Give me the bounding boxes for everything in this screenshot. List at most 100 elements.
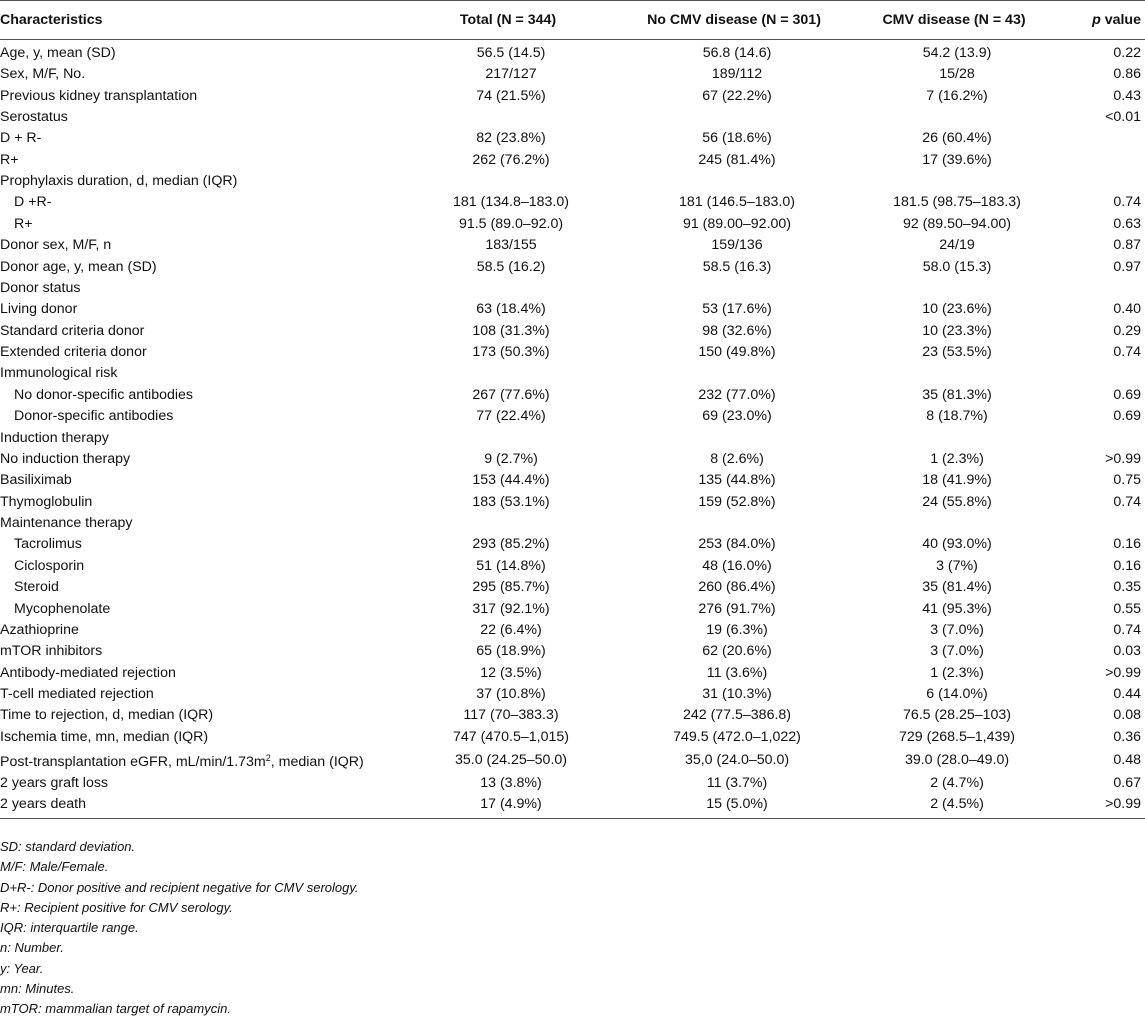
- header-total: Total (N = 344): [400, 0, 622, 40]
- footnote: M/F: Male/Female.: [0, 859, 109, 875]
- row-label-text: Azathioprine: [0, 621, 79, 638]
- table-row: Immunological risk: [0, 363, 1145, 384]
- cell-cmv: 6 (14.0%): [926, 686, 988, 703]
- cell-cmv: [852, 427, 1062, 448]
- table-row: Maintenance therapy: [0, 513, 1145, 534]
- cell-no-cmv: 91 (89.00–92.00): [682, 215, 792, 232]
- cell-p-value: 0.67: [1113, 775, 1141, 792]
- table-row: Donor sex, M/F, n 183/155 159/136 24/19 0.87: [0, 235, 1145, 256]
- cell-total: [400, 363, 622, 384]
- cell-total: [400, 278, 622, 299]
- row-label: mTOR inhibitors: [0, 641, 400, 662]
- cell-no-cmv: 189/112: [711, 66, 763, 83]
- cell-p-value: <0.01: [1105, 108, 1141, 125]
- header-p-italic: p: [1092, 12, 1101, 28]
- row-label-text: Basiliximab: [0, 472, 72, 489]
- cell-cmv: [852, 107, 1062, 128]
- cell-p-value: 0.22: [1113, 45, 1141, 61]
- cell-p-value: 0.08: [1113, 707, 1141, 724]
- cell-total: 747 (470.5–1,015): [453, 728, 569, 745]
- cell-p-value: 0.86: [1113, 66, 1141, 83]
- table-row: Ischemia time, mn, median (IQR) 747 (470.…: [0, 727, 1145, 748]
- table-row: Tacrolimus 293 (85.2%) 253 (84.0%) 40 (93.0…: [0, 534, 1145, 555]
- table-row: D + R- 82 (23.8%) 56 (18.6%) 26 (60.4%): [0, 128, 1145, 149]
- table-row: Antibody-mediated rejection 12 (3.5%) 11 (…: [0, 663, 1145, 684]
- cell-p-value: [1062, 128, 1145, 149]
- cell-no-cmv: 232 (77.0%): [698, 386, 776, 403]
- cell-cmv: 1 (2.3%): [930, 450, 984, 467]
- cell-cmv: 8 (18.7%): [926, 408, 988, 425]
- row-label-text: 2 years graft loss: [0, 775, 109, 792]
- row-label-text: No induction therapy: [0, 450, 131, 467]
- row-label: Donor age, y, mean (SD): [0, 256, 400, 277]
- row-label: Serostatus: [0, 107, 400, 128]
- row-label: Basiliximab: [0, 470, 400, 491]
- cell-no-cmv: 19 (6.3%): [706, 621, 768, 638]
- cell-cmv: 18 (41.9%): [922, 472, 992, 489]
- cell-total: 35.0 (24.25–50.0): [454, 752, 567, 768]
- row-label: Prophylaxis duration, d, median (IQR): [0, 171, 400, 192]
- header-p-value: p value: [1062, 0, 1145, 40]
- cell-no-cmv: 242 (77.5–386.8): [682, 707, 792, 724]
- cell-no-cmv: 69 (23.0%): [702, 408, 772, 425]
- cell-p-value: [1062, 171, 1145, 192]
- cell-p-value: 0.29: [1113, 322, 1141, 339]
- cell-no-cmv: 150 (49.8%): [698, 344, 776, 361]
- row-label-text: Age, y, mean (SD): [0, 45, 116, 61]
- characteristics-table-container: Characteristics Total (N = 344) No CMV d…: [0, 0, 1145, 820]
- row-label-text: Mycophenolate: [14, 600, 111, 617]
- cell-p-value: 0.44: [1113, 686, 1141, 703]
- cell-total: 12 (3.5%): [480, 664, 542, 681]
- cell-total: 91.5 (89.0–92.0): [458, 215, 564, 232]
- cell-p-value: 0.35: [1113, 579, 1141, 596]
- table-row: 2 years graft loss 13 (3.8%) 11 (3.7%) 2 (4…: [0, 773, 1145, 794]
- cell-total: [400, 513, 622, 534]
- cell-total: 108 (31.3%): [472, 322, 550, 339]
- cell-no-cmv: 11 (3.6%): [706, 664, 768, 681]
- cell-cmv: [852, 171, 1062, 192]
- cell-p-value: [1062, 278, 1145, 299]
- row-label: R+: [0, 214, 400, 235]
- row-label: Thymoglobulin: [0, 492, 400, 513]
- row-label: Ischemia time, mn, median (IQR): [0, 727, 400, 748]
- cell-no-cmv: 276 (91.7%): [698, 600, 776, 617]
- table-row: Extended criteria donor 173 (50.3%) 150 (4…: [0, 342, 1145, 363]
- cell-no-cmv: 15 (5.0%): [622, 794, 852, 820]
- cell-no-cmv: 56 (18.6%): [702, 130, 772, 147]
- row-label: Tacrolimus: [0, 534, 400, 555]
- cell-cmv: 1 (2.3%): [930, 664, 984, 681]
- cell-p-value: 0.74: [1113, 194, 1141, 211]
- cell-cmv: 54.2 (13.9): [922, 45, 992, 61]
- cell-p-value: 0.74: [1113, 344, 1141, 361]
- cell-cmv: 17 (39.6%): [922, 151, 992, 168]
- cell-no-cmv: 159/136: [711, 237, 763, 254]
- cell-p-value: 0.75: [1113, 472, 1141, 489]
- row-label-suffix: , median (IQR): [270, 754, 364, 770]
- row-label: D + R-: [0, 128, 400, 149]
- header-row: Characteristics Total (N = 344) No CMV d…: [0, 0, 1145, 40]
- row-label-text: R+: [0, 151, 19, 168]
- cell-total: 183 (53.1%): [472, 493, 550, 510]
- row-label-text: No donor-specific antibodies: [14, 386, 194, 403]
- table-row: Induction therapy: [0, 427, 1145, 448]
- cell-p-value: 0.69: [1113, 408, 1141, 425]
- cell-no-cmv: 135 (44.8%): [698, 472, 776, 489]
- header-characteristics: Characteristics: [0, 0, 400, 40]
- table-row: R+ 262 (76.2%) 245 (81.4%) 17 (39.6%): [0, 150, 1145, 171]
- table-row: Ciclosporin 51 (14.8%) 48 (16.0%) 3 (7%) 0.1…: [0, 556, 1145, 577]
- row-label-text: 2 years death: [0, 796, 86, 813]
- footnote: mn: Minutes.: [0, 981, 75, 997]
- row-label: Steroid: [0, 577, 400, 598]
- table-row: Prophylaxis duration, d, median (IQR): [0, 171, 1145, 192]
- cell-no-cmv: 8 (2.6%): [710, 450, 764, 467]
- cell-no-cmv: [622, 427, 852, 448]
- cell-cmv: 41 (95.3%): [922, 600, 992, 617]
- cell-cmv: 40 (93.0%): [922, 536, 992, 553]
- row-label: Azathioprine: [0, 620, 400, 641]
- cell-total: 56.5 (14.5): [476, 45, 546, 61]
- cell-cmv: 2 (4.7%): [930, 775, 984, 792]
- row-label-text: Donor status: [0, 279, 81, 296]
- cell-no-cmv: 48 (16.0%): [702, 557, 772, 574]
- cell-cmv: [852, 513, 1062, 534]
- row-label: D +R-: [0, 192, 400, 213]
